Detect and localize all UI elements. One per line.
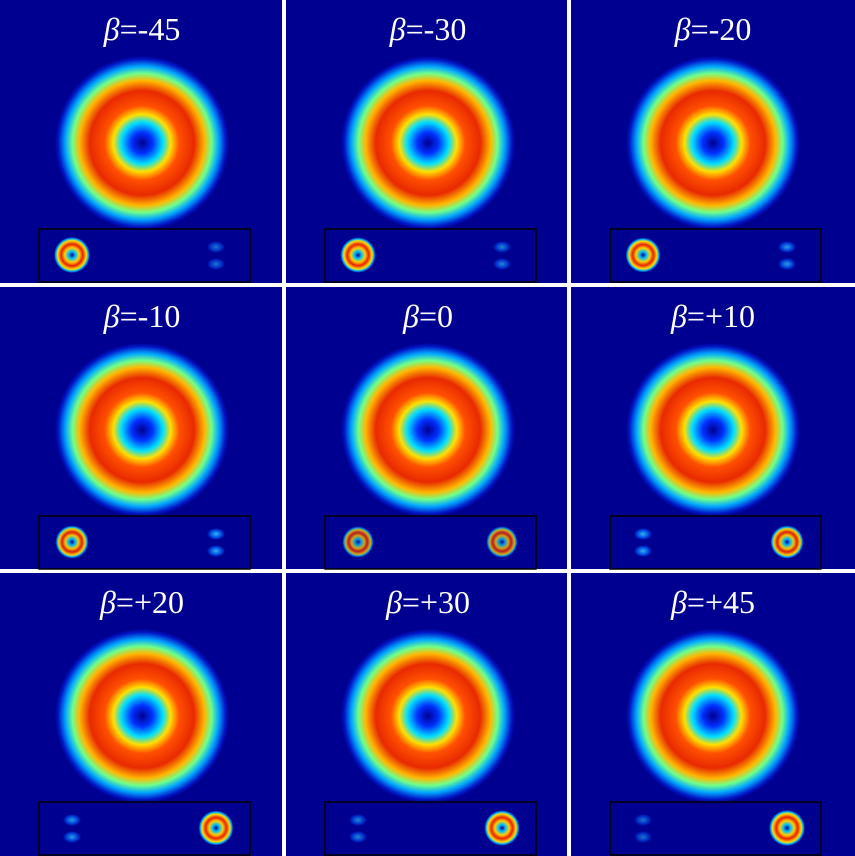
panel: β=+10 [571, 287, 855, 570]
inset-spot [634, 814, 652, 826]
inset-spot [486, 526, 518, 558]
panel-title: β=+30 [385, 584, 470, 620]
inset-spot [778, 258, 796, 270]
panel-title: β=+20 [99, 584, 184, 620]
panel: β=-20 [571, 0, 855, 283]
panel-title: β=-10 [103, 298, 181, 334]
beta-value: =0 [419, 298, 453, 334]
beta-symbol: β [103, 298, 120, 334]
inset-spot [484, 810, 520, 846]
beta-value: =-45 [120, 11, 181, 47]
inset-spot [634, 831, 652, 843]
inset-spot [198, 810, 234, 846]
inset-spot [625, 237, 661, 273]
panel: β=-10 [0, 287, 282, 570]
panel: β=-30 [286, 0, 567, 283]
inset-box [324, 228, 537, 283]
panel: β=+45 [571, 573, 855, 856]
beta-value: =-30 [406, 11, 467, 47]
panel-title: β=-30 [389, 11, 467, 47]
inset-spot [769, 810, 805, 846]
inset-spot [770, 525, 804, 559]
beta-value: =+20 [116, 584, 184, 620]
inset-spot [207, 258, 225, 270]
beam-donut [55, 629, 229, 803]
inset-spot [63, 831, 81, 843]
inset-spot [634, 545, 652, 557]
inset-spot [349, 831, 367, 843]
beta-symbol: β [99, 584, 116, 620]
inset-spot [63, 814, 81, 826]
beta-value: =+30 [402, 584, 470, 620]
panel-title: β=-45 [103, 11, 181, 47]
panel: β=+20 [0, 573, 282, 856]
beta-symbol: β [389, 11, 406, 47]
inset-spot [207, 545, 225, 557]
beam-donut [55, 343, 229, 517]
beam-donut [341, 56, 515, 230]
beam-donut [55, 56, 229, 230]
inset-spot [342, 526, 374, 558]
inset-spot [349, 814, 367, 826]
panel-title: β=-20 [674, 11, 752, 47]
beta-value: =-20 [691, 11, 752, 47]
panel-title: β=+10 [670, 298, 755, 334]
beta-symbol: β [103, 11, 120, 47]
inset-spot [778, 241, 796, 253]
panel: β=0 [286, 287, 567, 570]
panel-title: β=+45 [670, 584, 755, 620]
beta-value: =-10 [120, 298, 181, 334]
inset-spot [207, 241, 225, 253]
beta-symbol: β [670, 298, 687, 334]
beam-donut [626, 343, 800, 517]
beta-value: =+45 [687, 584, 755, 620]
panel-title: β=0 [402, 298, 453, 334]
inset-spot [54, 237, 90, 273]
beam-donut [626, 629, 800, 803]
beam-donut [341, 629, 515, 803]
beta-value: =+10 [687, 298, 755, 334]
inset-spot [55, 525, 89, 559]
beta-symbol: β [402, 298, 419, 334]
panel: β=-45 [0, 0, 282, 283]
beam-donut [626, 56, 800, 230]
inset-spot [634, 528, 652, 540]
panel: β=+30 [286, 573, 567, 856]
inset-spot [340, 237, 376, 273]
beta-symbol: β [385, 584, 402, 620]
beta-symbol: β [670, 584, 687, 620]
beta-symbol: β [674, 11, 691, 47]
beam-donut [341, 343, 515, 517]
inset-spot [207, 528, 225, 540]
inset-spot [493, 241, 511, 253]
inset-spot [493, 258, 511, 270]
